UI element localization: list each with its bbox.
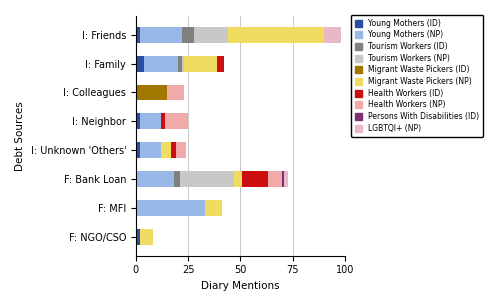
Bar <box>268 171 282 187</box>
Bar <box>242 171 268 187</box>
Bar <box>284 171 288 187</box>
Bar <box>182 27 194 43</box>
Bar <box>174 171 180 187</box>
Bar <box>282 171 284 187</box>
Bar <box>136 27 140 43</box>
Bar <box>205 200 222 216</box>
Bar <box>234 171 242 187</box>
Bar <box>144 56 178 72</box>
Bar <box>136 229 140 245</box>
Bar <box>184 56 218 72</box>
Bar <box>228 27 324 43</box>
Bar <box>167 84 184 100</box>
Bar <box>136 84 167 100</box>
Bar <box>176 142 186 158</box>
Bar <box>194 27 228 43</box>
Bar <box>178 56 182 72</box>
Bar <box>136 142 140 158</box>
Bar <box>172 142 175 158</box>
Y-axis label: Debt Sources: Debt Sources <box>15 101 25 171</box>
Bar <box>136 114 140 129</box>
Bar <box>140 114 161 129</box>
Bar <box>161 114 165 129</box>
Bar <box>136 56 144 72</box>
Bar <box>136 200 205 216</box>
Bar <box>180 171 234 187</box>
Bar <box>140 142 161 158</box>
Bar <box>182 56 184 72</box>
Bar <box>161 142 172 158</box>
Bar <box>140 27 182 43</box>
Bar <box>324 27 340 43</box>
Bar <box>218 56 224 72</box>
Legend: Young Mothers (ID), Young Mothers (NP), Tourism Workers (ID), Tourism Workers (N: Young Mothers (ID), Young Mothers (NP), … <box>350 15 483 136</box>
Bar <box>165 114 188 129</box>
X-axis label: Diary Mentions: Diary Mentions <box>201 281 280 291</box>
Bar <box>136 171 173 187</box>
Bar <box>140 229 152 245</box>
